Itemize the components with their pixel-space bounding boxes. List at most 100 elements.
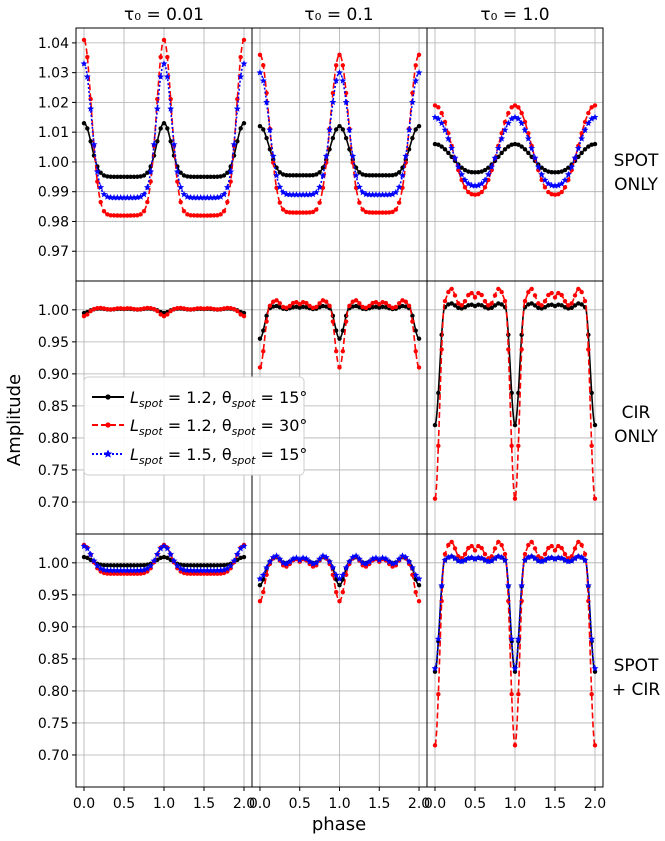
series-1-marker [277,305,283,310]
x-tick-label: 2.0 [408,796,430,812]
series-3-marker [408,564,416,571]
series-2-marker [589,105,594,110]
x-tick-label: 1.5 [193,796,215,812]
series-2-marker [241,37,247,43]
series-2-marker [539,303,544,308]
x-tick-label: 1.0 [153,796,175,812]
legend-entry-2: Lspot = 1.2, θspot = 30° [92,416,307,438]
series-2-marker [579,289,584,295]
series-2-marker [218,307,223,312]
series-1-marker [195,174,200,180]
series-1-marker [297,173,302,178]
series-2-marker [516,692,521,697]
y-tick-label: 1.01 [38,125,69,141]
series-3-marker [339,77,347,84]
series-3-marker [591,664,599,672]
series-1-marker [181,173,187,178]
series-3-marker [362,560,370,567]
series-2-marker [559,189,564,195]
series-2-marker [552,548,558,553]
series-2-marker [476,543,481,549]
series-1-marker [380,173,385,178]
series-1-marker [118,174,123,180]
series-2-marker [552,295,558,300]
series-2-marker [370,300,375,306]
series-2-marker [579,542,584,548]
series-1-marker [81,310,87,316]
y-tick-label: 0.85 [38,652,69,668]
series-1-marker [576,301,581,306]
series-3-marker [514,635,522,642]
series-1-marker [85,555,90,561]
series-3-marker [564,170,572,178]
series-1-marker [85,126,90,131]
series-2-marker [406,303,412,309]
series-1-marker [436,142,441,147]
series-2-marker [158,54,163,60]
series-1-marker [235,139,240,144]
series-2-marker [340,63,346,68]
series-1-marker [413,328,418,333]
series-2-marker [549,290,554,296]
series-2-marker [562,185,568,190]
series-1-marker [300,304,306,309]
x-tick-label: 0.0 [249,796,271,812]
series-2-marker [592,103,598,108]
series-3-marker [230,557,238,564]
series-2-marker [310,305,316,310]
series-2-marker [235,308,240,314]
series-3-marker [454,163,462,170]
x-axis-label: phase [312,814,366,835]
series-2-marker [225,305,230,311]
series-1-marker [241,554,247,560]
series-2-marker [396,200,402,205]
series-2-marker [432,103,438,108]
series-2-marker [436,443,441,449]
series-3-marker [346,126,353,133]
y-tick-label: 0.80 [38,431,69,447]
series-3-marker [147,562,155,569]
series-2-marker [396,301,402,306]
x-tick-label: 1.0 [504,796,526,812]
panel-r3-c3: 0.0 0.5 1.0 1.5 2.0 [424,533,606,812]
series-2-marker [506,347,511,352]
series-3-marker [322,152,330,159]
series-2-marker [228,306,233,311]
series-1-marker [221,173,227,178]
series-2-marker [320,298,326,303]
series-1-marker [161,121,167,126]
series-1-marker [165,555,170,561]
series-3-marker [83,73,91,80]
series-2-marker [452,546,458,551]
series-2-marker [416,52,422,57]
series-1-marker [529,301,534,306]
series-2-marker [526,542,531,548]
series-3-marker [382,555,390,562]
series-3-marker [392,188,400,196]
series-1-marker [314,172,319,177]
series-1-marker [320,303,326,309]
series-3-marker [478,180,486,187]
series-2-marker [439,347,444,352]
series-1-marker [141,173,147,178]
legend-marker-2 [105,422,111,428]
series-3-marker [137,193,145,200]
series-1-marker [390,172,395,178]
series-3-marker [438,582,446,589]
series-2-marker [314,304,319,310]
series-2-marker [403,299,408,304]
series-2-marker [546,292,551,298]
series-1-marker [452,303,458,308]
series-2-marker [261,63,266,68]
series-2-marker [181,208,187,214]
series-3-marker [352,171,360,179]
series-3-marker [302,555,310,562]
series-1-marker [532,303,538,308]
series-3-marker [561,176,569,184]
series-2-marker [413,63,418,68]
series-2-marker [363,209,369,215]
series-3-marker [434,115,442,122]
series-2-marker [579,131,584,136]
series-1-marker [101,562,107,568]
series-3-marker [160,60,168,67]
